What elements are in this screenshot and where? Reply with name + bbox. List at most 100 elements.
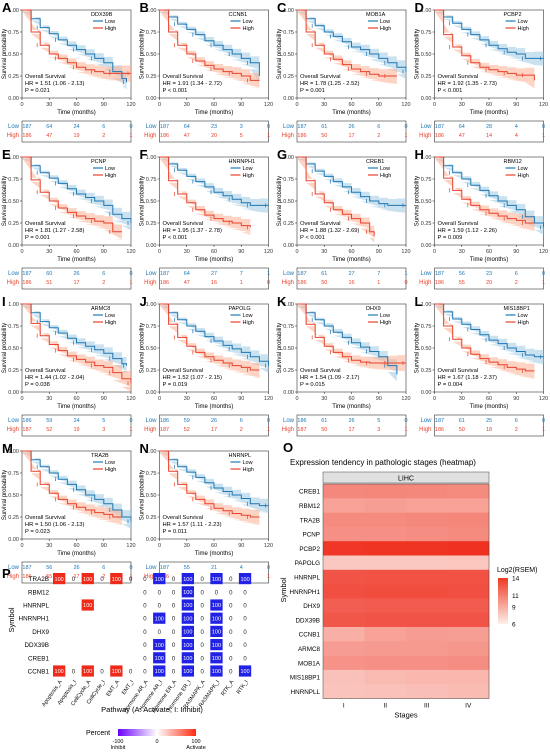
os-label: Overall Survival bbox=[163, 221, 204, 227]
heatmap-cell bbox=[323, 684, 365, 699]
risk-count: 56 bbox=[459, 271, 465, 277]
pathway-cell-value: 100 bbox=[155, 643, 164, 649]
y-tick-label: 0.50 bbox=[146, 52, 157, 58]
pathway-cell-value: 0 bbox=[215, 590, 219, 596]
x-tick-label: 0 bbox=[158, 249, 161, 255]
survival-curve-low bbox=[159, 303, 269, 366]
pathway-cell-value: 0 bbox=[200, 656, 204, 662]
heatmap-cell bbox=[406, 627, 448, 642]
risk-row-label-low: Low bbox=[8, 124, 20, 130]
pathway-cell bbox=[210, 652, 223, 664]
gene-label: PCNP bbox=[91, 159, 107, 165]
risk-count: 5 bbox=[102, 418, 105, 424]
legend-label-high: High bbox=[243, 320, 254, 326]
risk-count: 27 bbox=[348, 271, 354, 277]
x-tick-label: 60 bbox=[73, 396, 79, 402]
pathway-cell-value: 0 bbox=[129, 670, 133, 676]
heatmap-cell bbox=[364, 669, 407, 685]
risk-count: 2 bbox=[515, 427, 518, 433]
pathway-cell-value: 0 bbox=[158, 590, 162, 596]
pathway-cell-value: 0 bbox=[143, 656, 147, 662]
risk-row-label-low: Low bbox=[145, 418, 157, 424]
y-tick-label: 0.00 bbox=[146, 390, 157, 396]
y-tick-label: 0.25 bbox=[146, 515, 157, 521]
risk-count: 1 bbox=[267, 271, 270, 277]
risk-count: 47 bbox=[184, 280, 190, 286]
facet-label: LIHC bbox=[398, 476, 414, 483]
risk-count: 61 bbox=[459, 418, 465, 424]
x-axis-label: Time (months) bbox=[195, 110, 233, 116]
heatmap-cell bbox=[447, 541, 490, 556]
risk-count: 59 bbox=[184, 418, 190, 424]
x-tick-label: 30 bbox=[321, 102, 327, 108]
y-tick-label: 0.75 bbox=[421, 324, 432, 330]
risk-count: 1 bbox=[240, 280, 243, 286]
legend-label-low: Low bbox=[105, 166, 115, 172]
heatmap-cell bbox=[323, 598, 365, 613]
gene-label: TRA2B bbox=[91, 453, 109, 459]
pathway-cell bbox=[110, 573, 123, 585]
heatmap-cell bbox=[447, 612, 490, 628]
x-tick-label: 0 bbox=[433, 396, 436, 402]
risk-count: 51 bbox=[46, 280, 52, 286]
hr-label: HR = 1.88 (1.32 - 2.69) bbox=[300, 228, 360, 234]
heatmap-title: Expression tendency in pathologic stages… bbox=[290, 458, 476, 467]
risk-row-label-high: High bbox=[419, 133, 431, 139]
risk-count: 186 bbox=[160, 418, 169, 424]
risk-row-label-low: Low bbox=[283, 418, 295, 424]
risk-row-label-low: Low bbox=[283, 124, 295, 130]
panel-letter: I bbox=[2, 294, 6, 309]
y-tick-label: 0.25 bbox=[8, 74, 19, 80]
ci-band-high bbox=[159, 451, 260, 525]
pathway-cell-value: 0 bbox=[100, 670, 104, 676]
pathway-cell-value: 100 bbox=[112, 577, 121, 583]
p-value-label: P < 0.001 bbox=[438, 88, 463, 94]
x-tick-label: 0 bbox=[158, 102, 161, 108]
km-panel-N: N 0 30 60 90 120 0.00 0.25 0.50 0.75 1.00 Survival … bbox=[140, 441, 273, 584]
p-value-label: P = 0.009 bbox=[438, 235, 463, 241]
risk-count: 28 bbox=[486, 124, 492, 130]
pathway-cell-value: 0 bbox=[200, 643, 204, 649]
risk-count: 186 bbox=[160, 280, 169, 286]
risk-count: 187 bbox=[435, 418, 444, 424]
risk-count: 14 bbox=[486, 133, 492, 139]
x-tick-label: 60 bbox=[211, 543, 217, 549]
percent-label-activate: Activate bbox=[186, 745, 206, 751]
risk-row-label-low: Low bbox=[283, 271, 295, 277]
x-tick-label: 120 bbox=[264, 396, 273, 402]
ci-band-high bbox=[22, 157, 122, 240]
panel-letter: C bbox=[277, 0, 287, 15]
heatmap-panel-O: O Expression tendency in pathologic stage… bbox=[279, 440, 537, 720]
legend-label-high: High bbox=[243, 467, 254, 473]
heatmap-cell bbox=[447, 484, 490, 499]
pathway-cell-value: 0 bbox=[158, 604, 162, 610]
y-tick-label: 1.00 bbox=[283, 155, 294, 161]
risk-count: 23 bbox=[211, 124, 217, 130]
pathway-cell bbox=[210, 612, 223, 624]
survival-curve-high bbox=[434, 303, 535, 372]
pathway-cell-value: 0 bbox=[229, 630, 233, 636]
y-tick-label: 1.00 bbox=[146, 8, 157, 14]
heatmap-cell bbox=[447, 569, 490, 585]
legend-label-low: Low bbox=[243, 460, 253, 466]
y-tick-label: 0.00 bbox=[421, 243, 432, 249]
y-tick-label: 1.00 bbox=[283, 302, 294, 308]
survival-curve-high bbox=[22, 450, 122, 518]
survival-curve-low bbox=[22, 303, 127, 366]
risk-table-frame bbox=[159, 414, 269, 437]
panel-letter: E bbox=[2, 147, 11, 162]
heatmap-row-label: RBM12 bbox=[299, 503, 320, 510]
x-tick-label: 0 bbox=[20, 102, 23, 108]
risk-count: 4 bbox=[515, 133, 518, 139]
risk-table-frame bbox=[21, 561, 132, 584]
pathway-cell-value: 0 bbox=[243, 630, 247, 636]
y-tick-label: 0.50 bbox=[146, 199, 157, 205]
panel-letter: F bbox=[140, 147, 148, 162]
pathway-cell-value: 0 bbox=[200, 590, 204, 596]
os-label: Overall Survival bbox=[25, 515, 66, 521]
y-tick-label: 0.50 bbox=[146, 346, 157, 352]
pathway-cell bbox=[210, 639, 223, 651]
survival-curve-low bbox=[22, 450, 132, 522]
risk-count: 0 bbox=[267, 418, 270, 424]
